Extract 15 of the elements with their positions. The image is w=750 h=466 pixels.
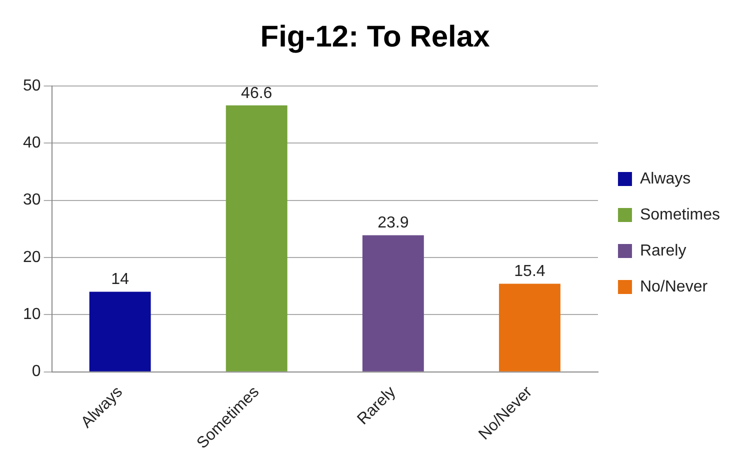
legend-label: Sometimes: [640, 206, 720, 224]
y-tick-label: 50: [23, 77, 41, 94]
y-tick-label: 0: [32, 363, 41, 380]
data-label: 15.4: [514, 263, 546, 280]
chart-title: Fig-12: To Relax: [260, 20, 490, 54]
data-label: 14: [111, 271, 130, 288]
data-label: 23.9: [378, 214, 409, 232]
y-tick-label: 40: [23, 134, 41, 152]
legend-label: No/Never: [640, 278, 708, 296]
y-tick-label: 30: [23, 192, 41, 209]
legend-label: Always: [640, 170, 691, 188]
y-tick-label: 10: [23, 306, 41, 324]
legend-label: Rarely: [640, 242, 686, 260]
data-label: 46.6: [241, 84, 272, 102]
y-tick-label: 20: [23, 248, 41, 266]
